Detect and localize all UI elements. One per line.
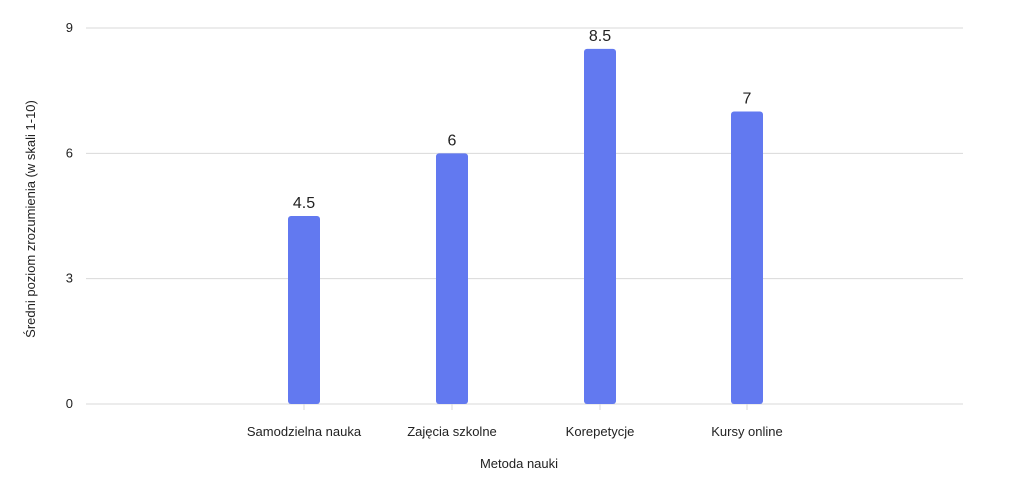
y-axis-title: Średni poziom zrozumienia (w skali 1-10) — [23, 100, 38, 338]
x-tick-label: Samodzielna nauka — [247, 424, 362, 439]
x-tick-label: Kursy online — [711, 424, 783, 439]
bar — [731, 111, 763, 405]
data-labels: 4.5 6 8.5 7 — [293, 28, 752, 212]
y-tick-label: 0 — [66, 396, 73, 411]
y-tick-label: 6 — [66, 145, 73, 160]
y-axis-ticks: 0 3 6 9 — [66, 20, 73, 411]
gridlines — [86, 27, 963, 405]
x-tick-label: Zajęcia szkolne — [407, 424, 497, 439]
x-tick-label: Korepetycje — [566, 424, 635, 439]
x-axis-ticks: Samodzielna nauka Zajęcia szkolne Korepety… — [247, 404, 783, 439]
data-label: 8.5 — [589, 28, 611, 45]
bar — [288, 216, 320, 404]
data-label: 4.5 — [293, 195, 315, 212]
data-label: 7 — [743, 91, 752, 108]
y-tick-label: 9 — [66, 20, 73, 35]
data-label: 6 — [448, 132, 457, 149]
y-tick-label: 3 — [66, 271, 73, 286]
bars — [288, 48, 763, 405]
x-axis-title: Metoda nauki — [480, 456, 558, 471]
bar — [436, 153, 468, 404]
bar — [584, 48, 616, 405]
